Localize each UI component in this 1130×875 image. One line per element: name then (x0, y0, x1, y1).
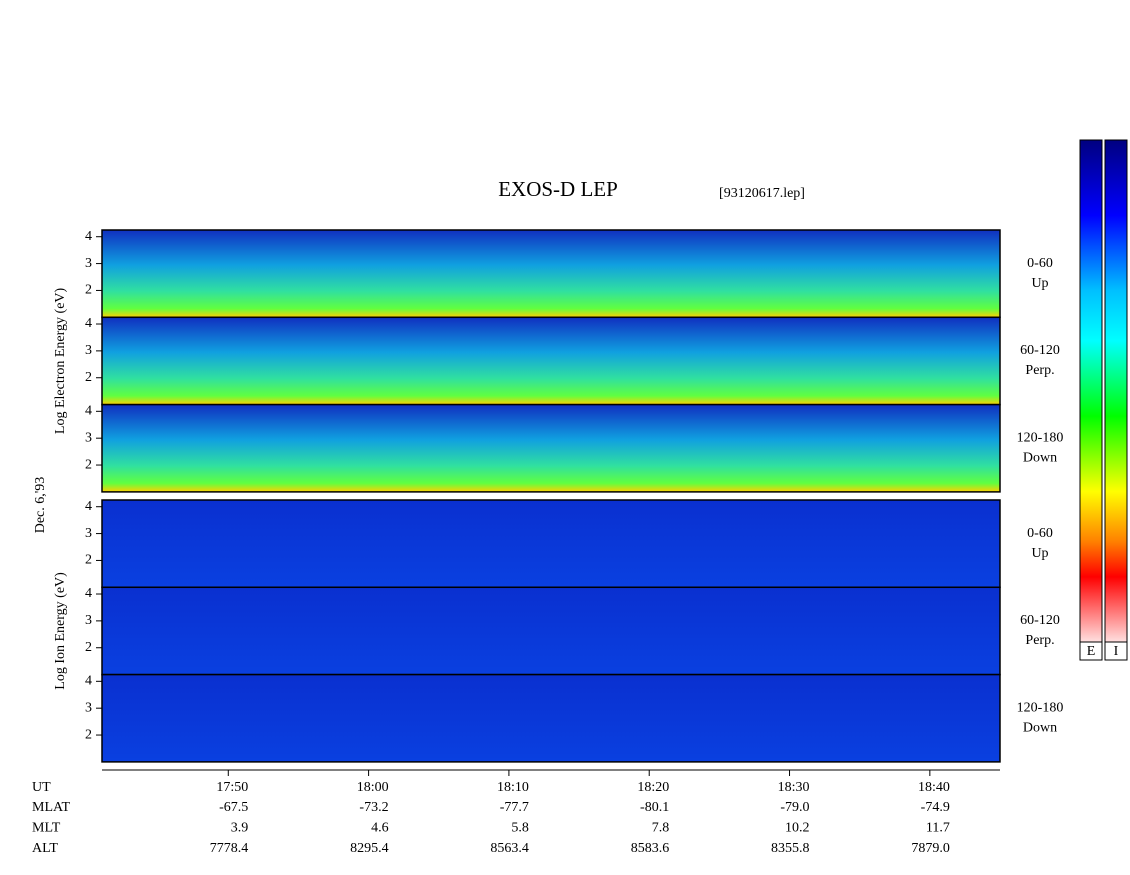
pitch-label: 60-120 (1020, 613, 1060, 628)
direction-label: Up (1031, 276, 1048, 291)
ephemeris-value: -74.9 (921, 800, 950, 815)
ephemeris-value: 7.8 (652, 821, 670, 836)
y-axis-label: Log Electron Energy (eV) (53, 287, 68, 434)
x-tick-label: 17:50 (216, 780, 248, 795)
y-tick-label: 4 (85, 499, 92, 514)
date-label: Dec. 6,'93 (33, 477, 48, 534)
ephemeris-value: -73.2 (359, 800, 388, 815)
ephemeris-label: MLAT (32, 800, 71, 815)
colorbar-label-box (1079, 641, 1103, 661)
ephemeris-value: -79.0 (780, 800, 809, 815)
x-axis-label: UT (32, 780, 51, 795)
spectrogram-image (102, 587, 1000, 675)
direction-label: Perp. (1025, 363, 1054, 378)
ephemeris-value: 7778.4 (210, 841, 249, 856)
direction-label: Perp. (1025, 633, 1054, 648)
ephemeris-value: -80.1 (640, 800, 669, 815)
pitch-label: 0-60 (1027, 256, 1053, 271)
spectrogram-image (102, 230, 1000, 318)
y-tick-label: 2 (85, 283, 92, 298)
ephemeris-value: 8295.4 (350, 841, 389, 856)
ephemeris-value: 8355.8 (771, 841, 810, 856)
ephemeris-value: 8563.4 (490, 841, 529, 856)
y-tick-label: 3 (85, 430, 92, 445)
colorbar (1079, 139, 1103, 643)
colorbar-label-box (1104, 641, 1128, 661)
spectrogram-image (102, 404, 1000, 492)
x-tick-label: 18:20 (637, 780, 669, 795)
y-tick-label: 3 (85, 526, 92, 541)
ephemeris-value: -67.5 (219, 800, 248, 815)
y-tick-label: 4 (85, 674, 92, 689)
ephemeris-value: -77.7 (500, 800, 529, 815)
ephemeris-label: ALT (32, 841, 58, 856)
ephemeris-value: 7879.0 (911, 841, 950, 856)
ephemeris-value: 11.7 (926, 821, 950, 836)
ephemeris-label: MLT (32, 821, 61, 836)
x-tick-label: 18:30 (778, 780, 810, 795)
x-tick-label: 18:40 (918, 780, 950, 795)
direction-label: Up (1031, 546, 1048, 561)
y-tick-label: 4 (85, 586, 92, 601)
y-tick-label: 2 (85, 457, 92, 472)
chart-subtitle: [93120617.lep] (719, 186, 805, 201)
y-tick-label: 4 (85, 229, 92, 244)
ephemeris-value: 4.6 (371, 821, 389, 836)
direction-label: Down (1023, 720, 1057, 735)
panel-frame (101, 403, 1001, 493)
y-tick-label: 4 (85, 316, 92, 331)
y-tick-label: 3 (85, 700, 92, 715)
pitch-label: 120-180 (1017, 430, 1064, 445)
x-tick-label: 18:00 (357, 780, 389, 795)
spectrogram-image (102, 317, 1000, 405)
spectrogram-image (102, 674, 1000, 762)
pitch-label: 0-60 (1027, 526, 1053, 541)
y-tick-label: 4 (85, 404, 92, 419)
panel-frame (101, 673, 1001, 763)
ephemeris-value: 5.8 (511, 821, 529, 836)
ephemeris-value: 8583.6 (631, 841, 670, 856)
pitch-label: 120-180 (1017, 700, 1064, 715)
colorbar (1104, 139, 1128, 643)
colorbar-label: E (1087, 644, 1096, 659)
y-tick-label: 2 (85, 727, 92, 742)
direction-label: Down (1023, 450, 1057, 465)
y-tick-label: 2 (85, 553, 92, 568)
y-axis-label: Log Ion Energy (eV) (53, 572, 68, 690)
y-tick-label: 2 (85, 640, 92, 655)
y-tick-label: 3 (85, 256, 92, 271)
y-tick-label: 3 (85, 343, 92, 358)
spectrogram-image (102, 500, 1000, 588)
pitch-label: 60-120 (1020, 343, 1060, 358)
y-tick-label: 2 (85, 370, 92, 385)
ephemeris-value: 3.9 (231, 821, 249, 836)
y-tick-label: 3 (85, 613, 92, 628)
colorbar-label: I (1114, 644, 1119, 659)
ephemeris-value: 10.2 (785, 821, 810, 836)
x-tick-label: 18:10 (497, 780, 529, 795)
chart-title: EXOS-D LEP (498, 177, 618, 201)
